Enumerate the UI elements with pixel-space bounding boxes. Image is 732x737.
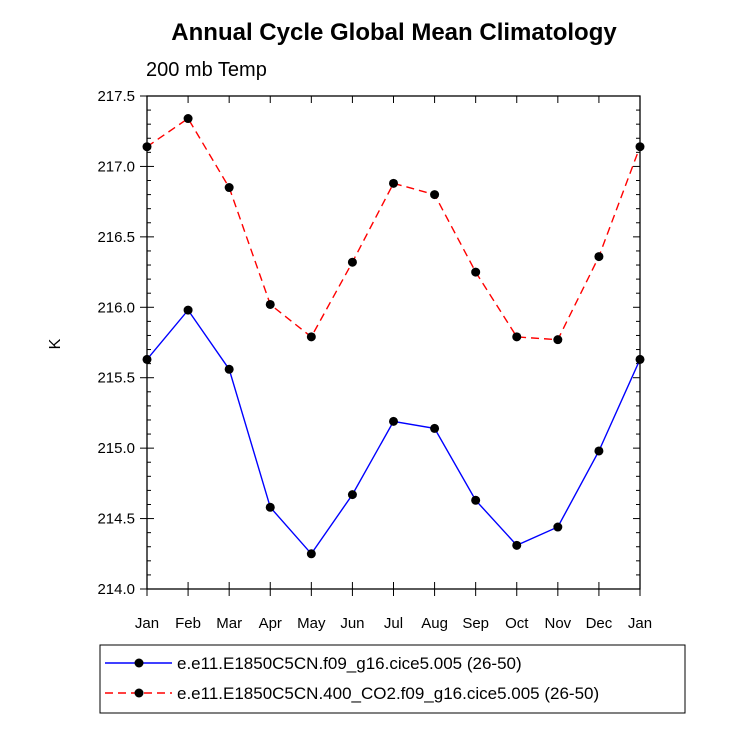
series-1-point bbox=[265, 502, 275, 512]
series-1-point bbox=[347, 490, 357, 500]
x-tick-label: Sep bbox=[462, 615, 489, 632]
series-1-point bbox=[306, 549, 316, 559]
x-tick-label: Dec bbox=[586, 615, 613, 632]
series-1-point bbox=[512, 540, 522, 550]
legend-label-1: e.e11.E1850C5CN.f09_g16.cice5.005 (26-50… bbox=[177, 654, 522, 673]
ticks-layer bbox=[140, 95, 641, 596]
x-tick-label: Jul bbox=[384, 615, 403, 632]
series-1-point bbox=[430, 423, 440, 433]
series-2-point bbox=[183, 114, 193, 124]
legend: e.e11.E1850C5CN.f09_g16.cice5.005 (26-50… bbox=[105, 654, 599, 703]
y-tick-label: 216.0 bbox=[97, 299, 135, 316]
series-2-point bbox=[265, 299, 275, 309]
plot-frame bbox=[146, 95, 641, 590]
series-layer bbox=[142, 114, 645, 559]
series-line-1 bbox=[146, 308, 641, 555]
series-2-point bbox=[389, 178, 398, 188]
x-tick-label: Aug bbox=[421, 615, 448, 632]
series-2-point bbox=[594, 252, 604, 262]
y-axis-label: K bbox=[47, 338, 64, 349]
series-1-point bbox=[183, 305, 193, 315]
y-tick-label: 217.0 bbox=[97, 158, 135, 175]
series-line-2 bbox=[146, 117, 641, 341]
y-tick-label: 214.0 bbox=[97, 581, 135, 598]
series-2-point bbox=[142, 142, 152, 152]
series-2-point bbox=[471, 267, 481, 277]
series-2-point bbox=[553, 335, 563, 345]
legend-marker-2 bbox=[134, 688, 144, 698]
x-tick-label: Feb bbox=[175, 615, 201, 632]
x-tick-label: Mar bbox=[216, 615, 242, 632]
x-tick-label: Oct bbox=[505, 615, 529, 632]
series-1-point bbox=[635, 354, 645, 364]
y-tick-label: 215.0 bbox=[97, 440, 135, 457]
chart-subtitle: 200 mb Temp bbox=[146, 59, 267, 81]
series-1-point bbox=[594, 446, 604, 456]
series-1-point bbox=[224, 364, 234, 374]
series-2-point bbox=[347, 257, 357, 267]
series-1-point bbox=[471, 495, 481, 505]
series-2-point bbox=[512, 332, 522, 342]
x-tick-label: Nov bbox=[544, 615, 571, 632]
x-tick-label: Jan bbox=[628, 615, 652, 632]
y-tick-label: 214.5 bbox=[97, 511, 135, 528]
legend-box bbox=[99, 644, 686, 714]
y-tick-label: 215.5 bbox=[97, 370, 135, 387]
series-2-point bbox=[430, 190, 440, 200]
y-tick-labels: 214.0 214.5 215.0 215.5 216.0 216.5 217.0 217.5 bbox=[97, 88, 135, 598]
series-1-point bbox=[389, 416, 398, 426]
x-tick-label: Jan bbox=[135, 615, 159, 632]
legend-marker-1 bbox=[134, 658, 144, 668]
series-1-point bbox=[142, 354, 152, 364]
y-tick-label: 216.5 bbox=[97, 229, 135, 246]
series-2-point bbox=[306, 332, 316, 342]
x-tick-label: Jun bbox=[340, 615, 364, 632]
x-tick-label: May bbox=[297, 615, 326, 632]
series-2-point bbox=[635, 142, 645, 152]
series-2-point bbox=[224, 183, 234, 193]
y-tick-label: 217.5 bbox=[97, 88, 135, 105]
x-tick-label: Apr bbox=[259, 615, 282, 632]
x-tick-labels: Jan Feb Mar Apr May Jun Jul Aug Sep Oct Nov Dec Jan bbox=[135, 615, 652, 632]
series-1-point bbox=[553, 522, 563, 532]
legend-label-2: e.e11.E1850C5CN.400_CO2.f09_g16.cice5.00… bbox=[177, 684, 599, 703]
chart-title: Annual Cycle Global Mean Climatology bbox=[171, 19, 617, 46]
